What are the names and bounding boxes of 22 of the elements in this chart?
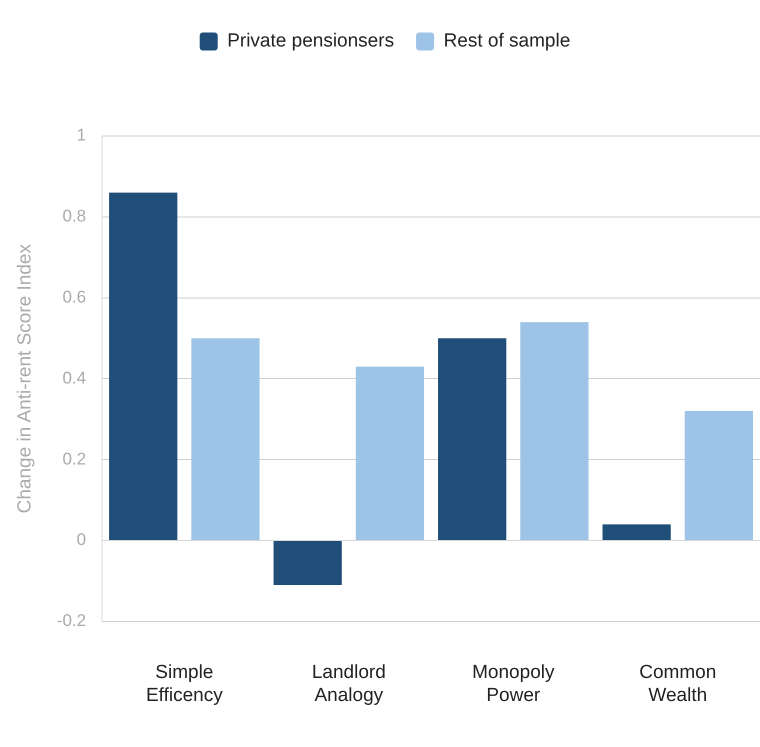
x-tick-label: Monopoly Power [472, 662, 555, 706]
bar [274, 541, 342, 585]
bar [520, 322, 589, 540]
y-tick-label: 1 [76, 126, 86, 145]
bar [602, 524, 671, 540]
x-tick-label: Simple Efficency [146, 662, 224, 706]
bar [438, 338, 506, 540]
bar [191, 338, 260, 540]
y-tick-label: 0 [76, 530, 86, 550]
legend-label: Rest of sample [444, 30, 570, 52]
y-axis-title: Change in Anti-rent Score Index [14, 244, 36, 514]
bar [109, 192, 178, 540]
y-tick-label: 0.8 [62, 206, 86, 226]
y-tick-label: 0.6 [62, 287, 86, 306]
y-tick-label: 0.4 [62, 368, 86, 388]
x-tick-label: Common Wealth [639, 662, 716, 706]
bar [684, 411, 754, 540]
x-tick-label: Landlord Analogy [312, 662, 386, 706]
y-tick-label: -0.2 [56, 611, 86, 630]
y-tick-label: 0.2 [62, 449, 86, 468]
legend-label: Private pensionsers [227, 30, 394, 52]
bar [356, 366, 424, 540]
